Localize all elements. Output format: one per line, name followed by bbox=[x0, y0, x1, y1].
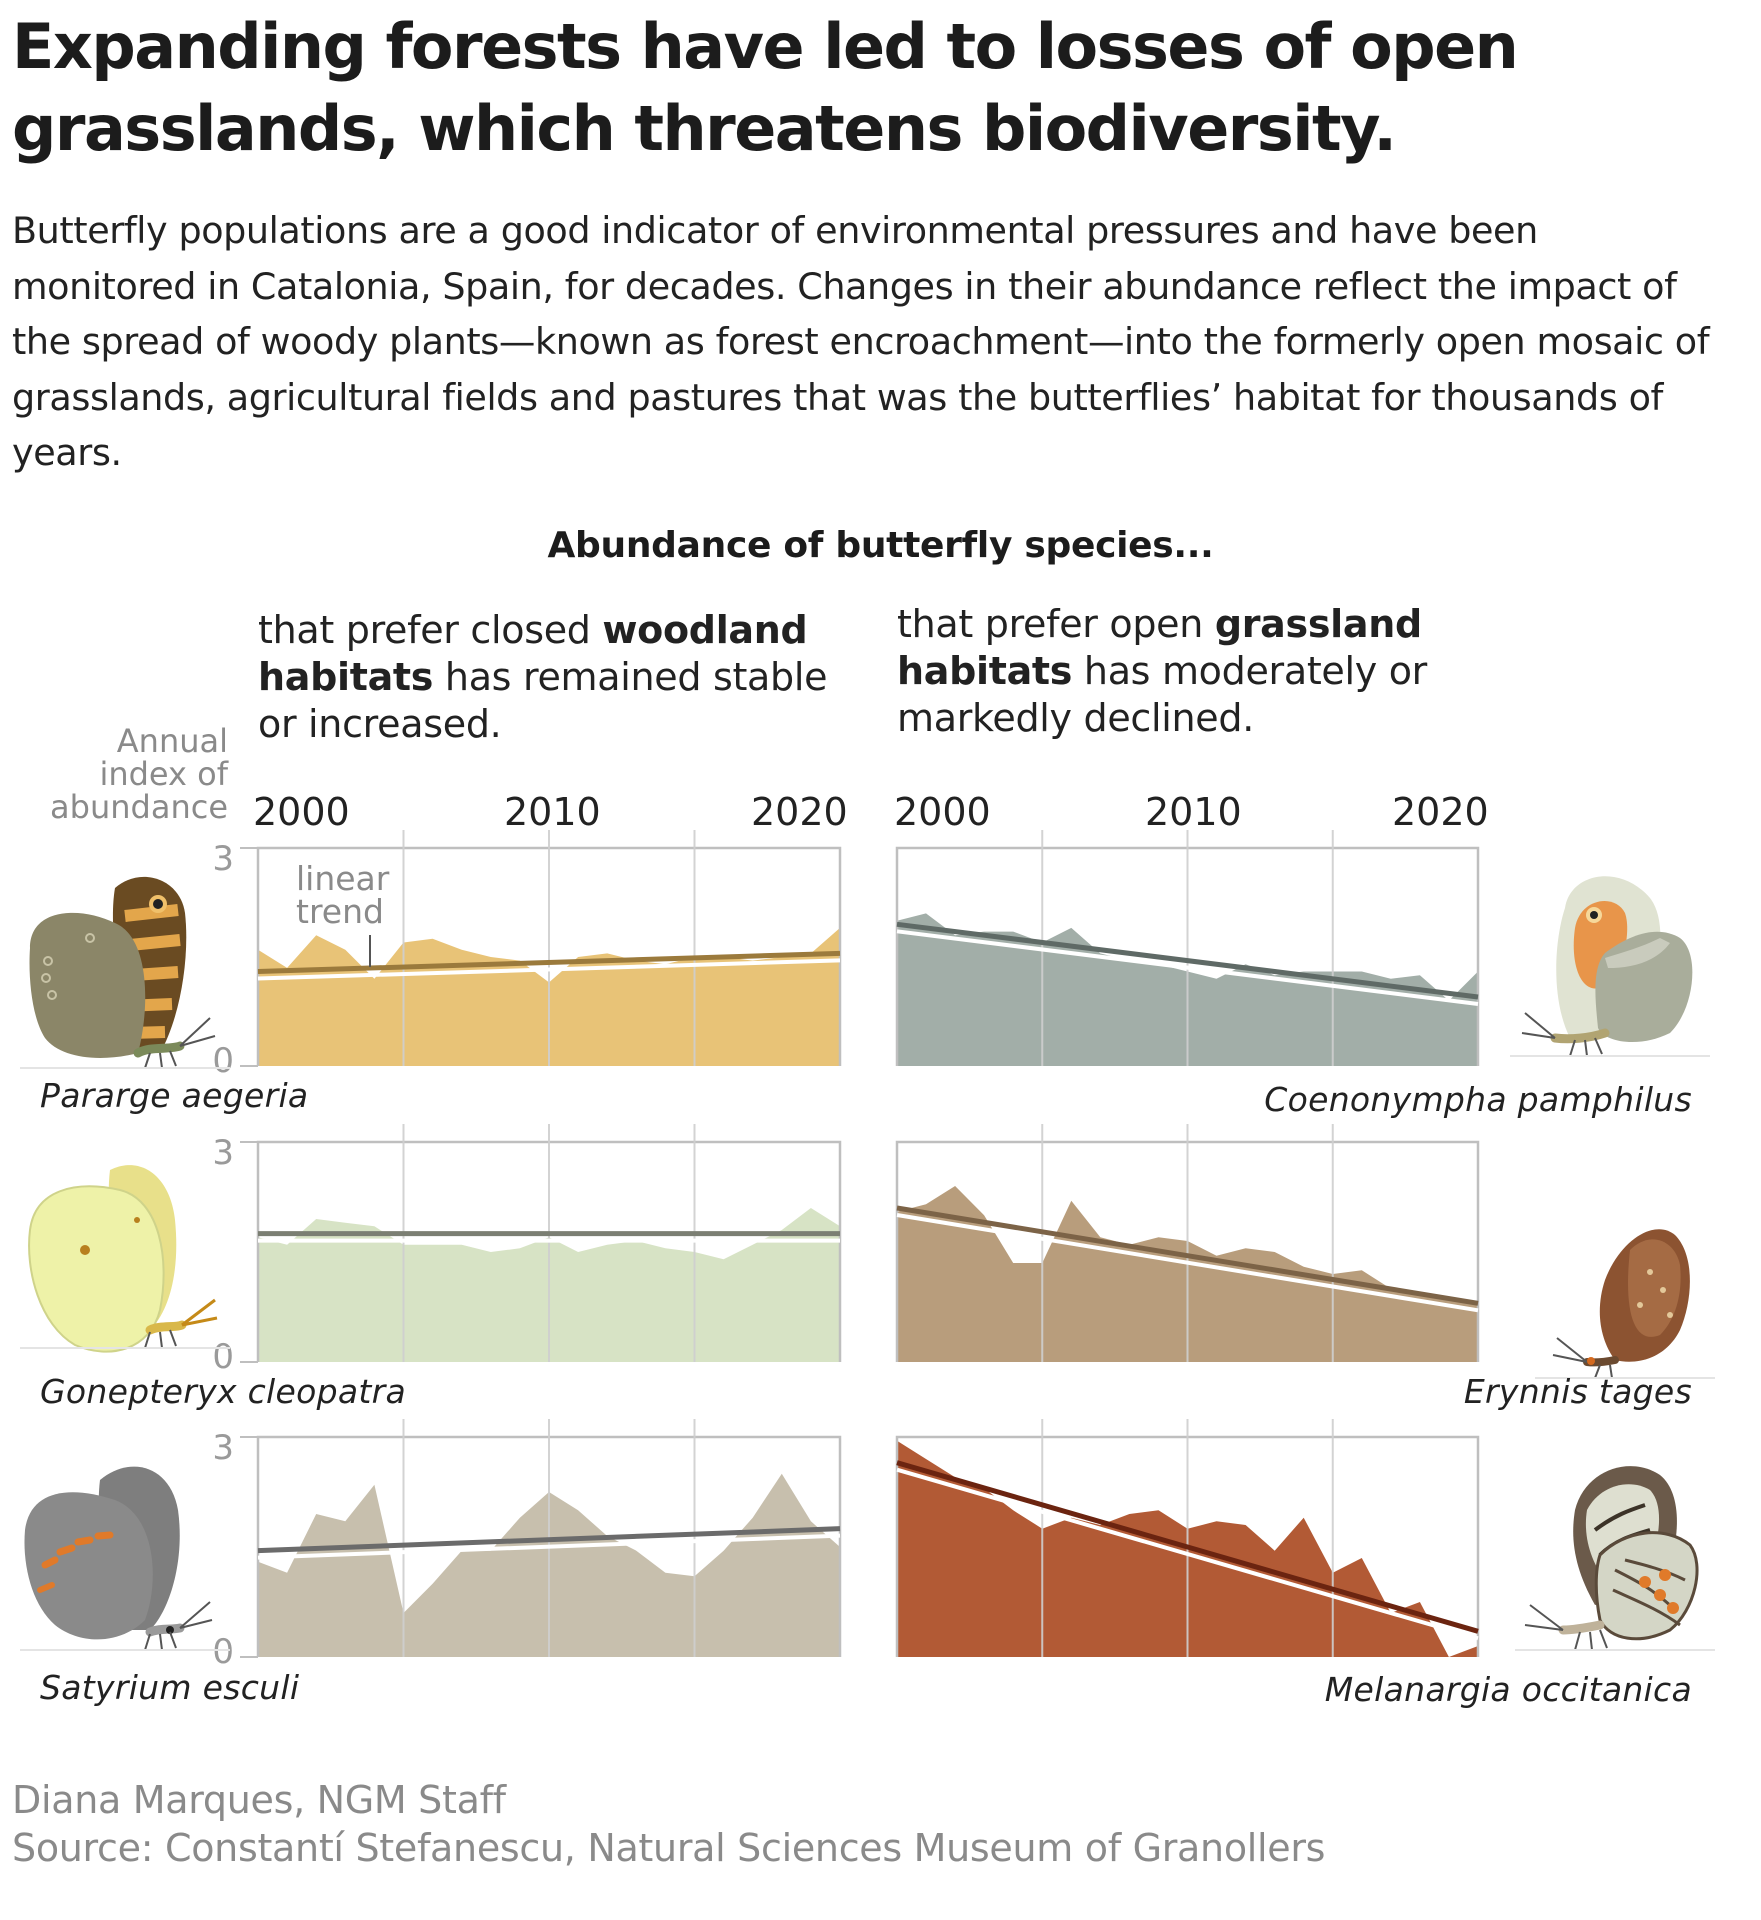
chart-layer: 3 0 3 0 3 0 bbox=[212, 830, 1480, 1672]
satyrium-esculi-illustration bbox=[20, 1466, 230, 1651]
woodland-head-bold-1: woodland bbox=[602, 608, 808, 652]
satyrium-esculi-y-tick-0: 0 bbox=[212, 1632, 234, 1672]
intro-paragraph: Butterfly populations are a good indicat… bbox=[12, 209, 1710, 474]
satyrium-esculi-trend-halo bbox=[257, 1533, 841, 1560]
x-tick-label-2020-right: 2020 bbox=[1392, 790, 1489, 834]
gonepteryx-cleopatra-y-tick-0: 0 bbox=[212, 1337, 234, 1377]
pararge-aegeria-trend-line bbox=[257, 950, 841, 975]
pararge-aegeria-y-tick-0: 0 bbox=[212, 1041, 234, 1081]
pararge-aegeria-y-tick-3: 3 bbox=[212, 839, 234, 879]
trend-label-line-1: linear bbox=[296, 859, 390, 898]
coenonympha-pamphilus-trend-line bbox=[896, 921, 1479, 1000]
woodland-head-bold-2: habitats bbox=[258, 655, 434, 699]
x-tick-label-2020-left: 2020 bbox=[751, 790, 848, 834]
melanargia-occitanica-trend-line bbox=[896, 1460, 1479, 1634]
grassland-head-pre: that prefer open bbox=[897, 602, 1215, 646]
x-tick-label-2010-right: 2010 bbox=[1145, 790, 1242, 834]
satyrium-esculi-trend-line bbox=[257, 1526, 841, 1554]
x-tick-label-2000-left: 2000 bbox=[253, 790, 350, 834]
credit-line: Diana Marques, NGM Staff bbox=[12, 1778, 506, 1822]
x-tick-label-2000-right: 2000 bbox=[894, 790, 991, 834]
woodland-head-post: has remained stable or increased. bbox=[258, 655, 828, 746]
satyrium-esculi-y-tick-3: 3 bbox=[212, 1428, 234, 1468]
melanargia-occitanica-illustration bbox=[1515, 1466, 1715, 1651]
species-label-satyrium-esculi: Satyrium esculi bbox=[40, 1668, 300, 1707]
gonepteryx-cleopatra-illustration bbox=[20, 1165, 230, 1353]
y-axis-label: Annual index of abundance bbox=[50, 722, 228, 826]
trend-label-line-2: trend bbox=[296, 892, 384, 931]
coenonympha-pamphilus-illustration bbox=[1510, 876, 1710, 1057]
charts-title: Abundance of butterfly species... bbox=[547, 525, 1214, 566]
erynnis-tages-trend-line bbox=[896, 1205, 1479, 1306]
grassland-head-bold-1: grassland bbox=[1214, 602, 1422, 646]
pararge-aegeria-illustration bbox=[20, 876, 230, 1069]
grassland-column-heading: that prefer open grassland habitats has m… bbox=[897, 601, 1497, 742]
erynnis-tages-trend-halo bbox=[896, 1213, 1479, 1313]
melanargia-occitanica-trend-halo bbox=[896, 1467, 1479, 1641]
x-tick-label-2010-left: 2010 bbox=[504, 790, 601, 834]
grassland-head-post: has moderately or markedly declined. bbox=[897, 649, 1428, 740]
species-label-pararge-aegeria: Pararge aegeria bbox=[40, 1076, 309, 1115]
erynnis-tages-illustration bbox=[1535, 1229, 1715, 1379]
grassland-head-bold-2: habitats bbox=[897, 649, 1073, 693]
woodland-column-heading: that prefer closed woodland habitats has … bbox=[258, 607, 858, 748]
species-label-erynnis-tages: Erynnis tages bbox=[1463, 1372, 1692, 1411]
source-line: Source: Constantí Stefanescu, Natural Sc… bbox=[12, 1826, 1326, 1870]
pararge-aegeria-trend-halo bbox=[257, 958, 841, 981]
headline: Expanding forests have led to losses of … bbox=[12, 10, 1519, 165]
woodland-head-pre: that prefer closed bbox=[258, 608, 603, 652]
species-label-gonepteryx-cleopatra: Gonepteryx cleopatra bbox=[40, 1372, 406, 1411]
species-label-melanargia-occitanica: Melanargia occitanica bbox=[1324, 1670, 1692, 1709]
coenonympha-pamphilus-trend-halo bbox=[896, 929, 1479, 1006]
gonepteryx-cleopatra-y-tick-3: 3 bbox=[212, 1133, 234, 1173]
species-label-coenonympha-pamphilus: Coenonympha pamphilus bbox=[1264, 1080, 1692, 1119]
